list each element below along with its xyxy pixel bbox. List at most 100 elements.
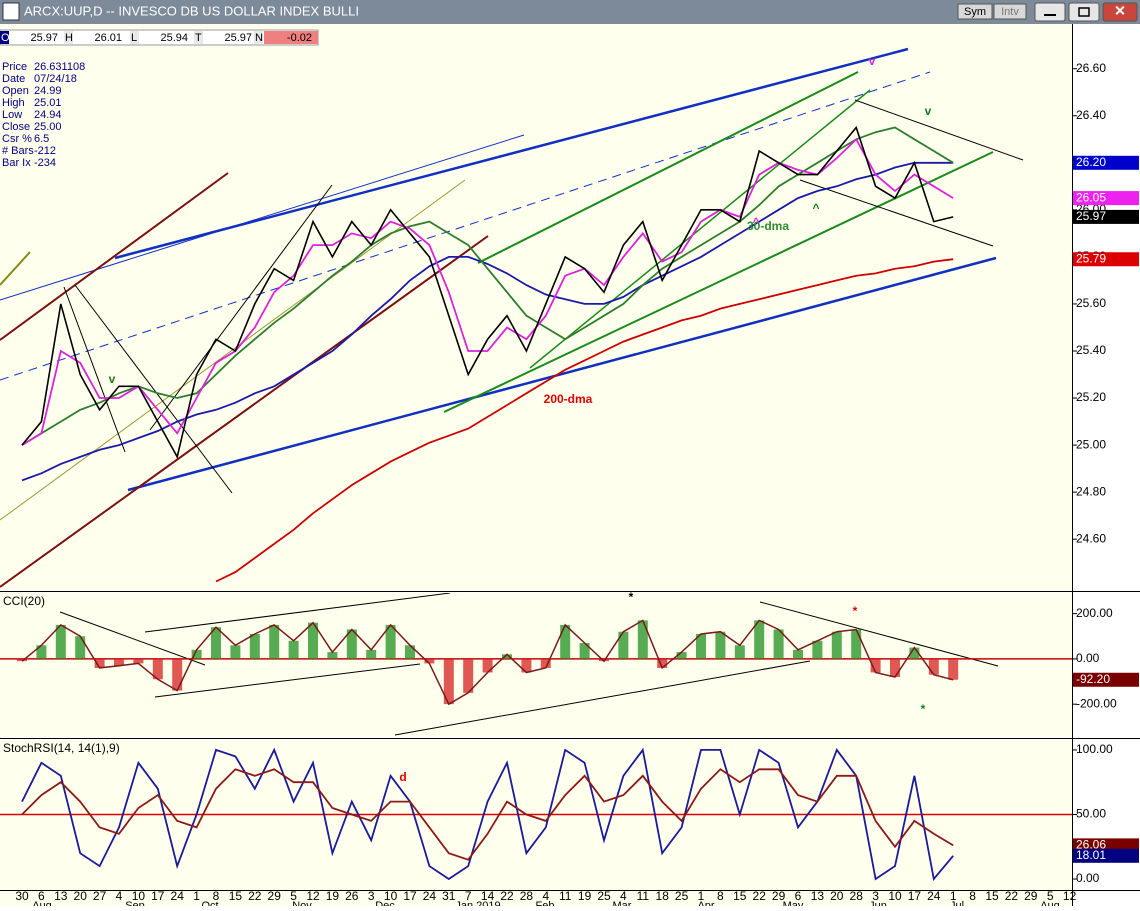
window-title: ARCX:UUP,D -- INVESCO DB US DOLLAR INDEX… — [24, 3, 359, 18]
panel-title: CCI(20) — [3, 594, 45, 608]
quote-key: O — [1, 32, 10, 44]
sym-button[interactable] — [957, 3, 993, 20]
bar — [308, 622, 318, 659]
x-tick-label: 24 — [423, 889, 437, 903]
series-line — [21, 137, 954, 446]
plot-layer — [0, 747, 1072, 882]
bar — [443, 658, 454, 705]
bar — [211, 627, 221, 659]
cci-trend-lines — [59, 593, 999, 736]
x-tick-label: 26 — [345, 889, 359, 903]
intv-button[interactable] — [993, 3, 1027, 20]
info-value: 25.01 — [34, 97, 62, 109]
close-button[interactable] — [1102, 2, 1138, 22]
bar — [230, 645, 241, 659]
annotation: 30-dma — [747, 219, 789, 233]
bar — [463, 658, 474, 693]
minimize-button[interactable] — [1034, 2, 1066, 22]
x-tick-label: 17 — [908, 889, 922, 903]
month-label: Apr — [697, 900, 714, 906]
trend-line — [63, 286, 126, 453]
x-tick-label: 20 — [74, 889, 88, 903]
last-value-box — [1073, 209, 1139, 224]
quote-key: L — [131, 32, 137, 44]
trend-line — [127, 256, 997, 492]
x-tick-label: 25 — [675, 889, 689, 903]
bar — [114, 658, 124, 666]
month-label: May — [783, 900, 804, 906]
quote-key-box — [254, 31, 263, 44]
x-tick-label: 11 — [637, 889, 650, 903]
price-panel — [0, 24, 1072, 590]
title-bar — [0, 0, 1140, 24]
bar — [793, 649, 803, 659]
series-line — [21, 619, 954, 706]
series-line — [21, 161, 954, 482]
bar — [249, 633, 260, 659]
bar — [269, 624, 280, 659]
series-line — [21, 125, 954, 460]
annotation: * — [921, 702, 926, 716]
x-tick-label: 17 — [403, 889, 417, 903]
x-tick-label: 28 — [850, 889, 864, 903]
x-tick-label: 3 — [368, 889, 375, 903]
app-icon — [2, 2, 20, 21]
trend-line — [394, 660, 811, 736]
trend-line — [114, 47, 909, 260]
x-tick-label: 6 — [38, 889, 45, 903]
info-label: Csr % — [2, 133, 32, 145]
annotation: d — [399, 770, 406, 784]
bar — [502, 654, 512, 659]
x-tick-label: 4 — [542, 889, 549, 903]
x-tick-label: 5 — [290, 889, 297, 903]
series-line — [21, 768, 954, 861]
series-line — [21, 747, 954, 882]
bar — [928, 658, 939, 675]
x-tick-label: 8 — [213, 889, 220, 903]
y-tick-label: 24.80 — [1076, 484, 1106, 498]
trend-line — [529, 89, 871, 369]
y-tick-label: 0.00 — [1076, 871, 1100, 885]
month-label: Aug — [32, 900, 52, 906]
x-tick-label: 17 — [151, 889, 165, 903]
bar — [133, 658, 144, 664]
info-value: 25.00 — [34, 121, 62, 133]
annotation: ^ — [812, 201, 819, 215]
restore-button[interactable] — [1068, 2, 1100, 22]
x-tick-label: 12 — [306, 889, 320, 903]
y-tick-label: 24.60 — [1076, 531, 1106, 545]
y-tick-label: 100.00 — [1076, 742, 1113, 756]
x-tick-label: 18 — [656, 889, 670, 903]
x-tick-label: 8 — [717, 889, 724, 903]
info-label: Open — [2, 85, 29, 97]
x-tick-label: 22 — [500, 889, 514, 903]
last-value-box — [1073, 848, 1139, 863]
annotation: 200-dma — [544, 392, 593, 406]
sym-label[interactable]: Sym — [964, 6, 986, 18]
x-tick-label: 15 — [985, 889, 999, 903]
x-tick-label: 1 — [193, 889, 200, 903]
x-tick-label: 12 — [1063, 889, 1077, 903]
bar — [55, 624, 66, 659]
y-tick-label: 50.00 — [1076, 807, 1106, 821]
info-label: Price — [2, 61, 27, 73]
x-tick-label: 20 — [830, 889, 844, 903]
month-label: Jan 2019 — [455, 900, 500, 906]
info-value: 24.94 — [34, 109, 62, 121]
x-axis-area — [0, 890, 1072, 906]
info-value: 26.631108 — [34, 61, 85, 73]
x-tick-label: 29 — [772, 889, 786, 903]
last-value-box — [1073, 191, 1139, 206]
quote-key: N — [255, 32, 263, 44]
x-tick-label: 22 — [1005, 889, 1019, 903]
intv-label[interactable]: Intv — [1001, 6, 1019, 18]
month-label: Jun — [869, 900, 887, 906]
x-tick-label: 29 — [1024, 889, 1038, 903]
bar — [754, 620, 765, 659]
trend-line — [799, 179, 994, 247]
bar — [75, 636, 86, 659]
bar — [540, 658, 551, 668]
x-tick-label: 29 — [268, 889, 282, 903]
bar — [172, 658, 183, 691]
annotation: * — [853, 604, 858, 618]
